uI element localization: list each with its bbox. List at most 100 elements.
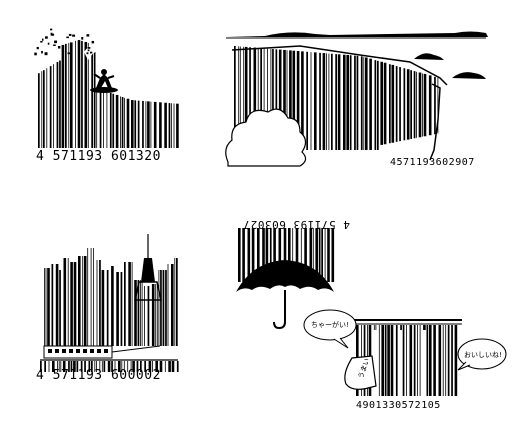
spray-dot [66,36,69,39]
skyline-bar [96,260,98,346]
barcode-bar [403,68,406,141]
barcode-bar [127,361,129,372]
barcode-bar [310,52,312,150]
train-window [90,349,94,353]
barcode-bar [322,53,326,151]
skyline-bar [137,280,140,346]
skyline-bar [63,258,67,346]
barcode-bar [331,228,335,282]
barcode-bar [378,325,380,396]
barcode-bar [380,61,383,145]
speech-bubble-right: おいしいね! [457,338,507,371]
barcode-bar [244,46,248,130]
barcode-bar [126,98,130,148]
barcode-bar [292,50,296,130]
spray-dot [68,33,72,36]
skyline-bar [99,260,101,346]
barcode-bar [423,325,426,330]
barcode-bar [121,96,124,148]
skyline-bar [87,248,89,346]
barcode-bar [96,88,98,148]
skyline-bar [176,258,178,346]
barcode-bar [433,325,436,396]
barcode-bar [413,325,416,396]
skyline-bar [78,256,81,346]
speech-bubble-right-text: おいしいね! [464,351,502,359]
skyline-bar [70,262,73,346]
barcode-bar [337,54,341,150]
barcode-bar [80,361,83,372]
barcode-bar [442,325,444,396]
barcode-bar [94,361,96,372]
barcode-bar [243,46,245,130]
barcode-bar [304,228,307,282]
skyline-bar [111,266,114,346]
barcode-bar [306,51,308,151]
barcode-bar [103,361,106,372]
skyline-bar [160,270,162,346]
barcode-bar [148,361,152,372]
barcode-bar [437,77,439,134]
barcode-bar [417,325,418,396]
skyline-bar [131,262,133,346]
barcode-bar [283,49,286,130]
skyline-bar [171,264,174,346]
wave-spray-dots [34,28,95,56]
barcode-bar [374,60,377,150]
barcode-bar [383,62,387,145]
barcode-bar [314,52,317,150]
barcode-bar [265,228,269,282]
spray-dot [41,38,44,41]
barcode-bar [438,325,442,396]
spray-dot [67,52,71,55]
barcode-bar [365,57,368,151]
skyline-bar [83,256,87,346]
barcode-bar [40,361,42,372]
spray-dot [44,52,48,56]
barcode-bar [142,100,144,148]
barcode-bar [137,100,140,148]
skyline-bar [82,256,84,346]
barcode-bar [409,325,413,396]
barcode-bar [120,96,121,148]
tower-figure [134,234,162,301]
barcode-bar [410,70,412,139]
rain-bars [238,228,335,282]
barcode-bar [363,57,365,151]
barcode-bar [131,100,134,148]
barcode-bar [164,102,167,148]
barcode-bar [272,49,274,130]
skyline-bar [67,258,69,346]
barcode-bar [273,228,276,282]
skyline-bar [167,264,169,346]
barcode-bar [77,40,81,149]
city-barcode-number: 4 571193 600002 [36,368,161,383]
barcode-bar [53,64,54,148]
skyline-bar [174,258,176,346]
barcode-bar [57,361,58,372]
barcode-bar [326,53,327,150]
barcode-bar [70,42,73,148]
barcode-bar [400,325,402,330]
barcode-bar [369,58,372,150]
train-window [48,349,52,353]
skyline-bar [134,280,137,346]
barcode-bar [65,43,67,148]
barcode-bar [375,325,377,330]
barcode-bar [260,48,262,130]
barcode-bar [447,325,450,396]
barcode-bar [145,101,147,148]
barcode-bar [278,228,282,262]
skyline-bar [158,270,160,346]
barcode-bar [112,93,115,148]
barcode-bar [159,361,163,372]
barcode-bar [73,361,76,372]
spray-dot [91,40,95,44]
barcode-bar [153,101,157,148]
barcode-bar [454,325,458,396]
wave-bars [38,40,179,149]
barcode-bar [68,361,70,372]
barcode-bar [99,361,101,372]
barcode-bar [238,228,241,282]
